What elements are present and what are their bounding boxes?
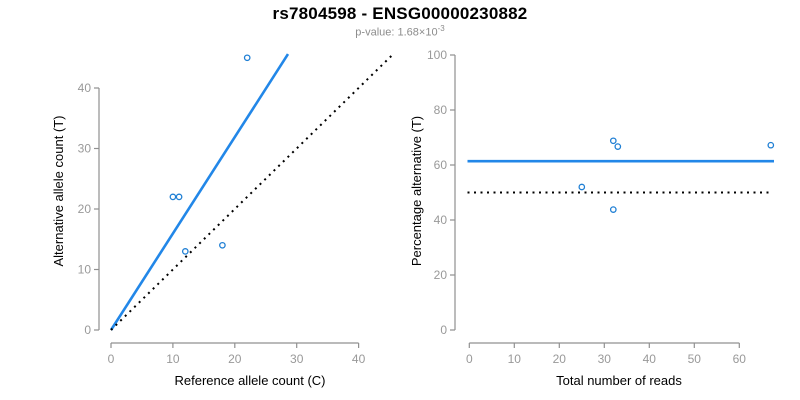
x-tick-label: 30 [290, 352, 304, 366]
y-tick-label: 20 [434, 268, 448, 282]
x-tick-label: 10 [508, 352, 522, 366]
x-axis-title: Reference allele count (C) [174, 373, 325, 388]
y-tick-label: 20 [78, 202, 92, 216]
y-axis-title: Alternative allele count (T) [51, 115, 66, 266]
data-point [609, 137, 617, 145]
y-tick-label: 0 [440, 323, 447, 337]
data-point [614, 143, 622, 150]
data-point [181, 248, 189, 255]
data-point [169, 193, 177, 201]
y-tick-label: 10 [78, 263, 92, 277]
x-tick-label: 0 [108, 352, 115, 366]
data-point [609, 206, 617, 213]
data-point [243, 54, 251, 62]
x-tick-label: 30 [598, 352, 612, 366]
identity-line [110, 54, 393, 331]
plot-title: rs7804598 - ENSG00000230882 [272, 4, 528, 23]
x-tick-label: 50 [688, 352, 702, 366]
plot-subtitle: p-value: 1.68×10-3 [0, 24, 800, 39]
x-tick-label: 20 [553, 352, 567, 366]
y-tick-label: 30 [78, 142, 92, 156]
pvalue-text: p-value: 1.68×10 [355, 26, 438, 39]
x-tick-label: 60 [733, 352, 747, 366]
y-tick-label: 60 [434, 158, 448, 172]
x-tick-label: 10 [166, 352, 180, 366]
pvalue-exponent: -3 [437, 24, 445, 33]
y-tick-label: 100 [427, 48, 447, 62]
left-scatter-plot: 0 10 20 30 40 0 10 20 30 40 Reference allele count… [51, 53, 393, 388]
y-tick-label: 40 [78, 81, 92, 95]
y-tick-label: 40 [434, 213, 448, 227]
fitted-ratio-line [109, 53, 290, 331]
data-point [767, 141, 775, 149]
x-axis-title: Total number of reads [556, 373, 682, 388]
data-point [175, 193, 183, 201]
y-tick-label: 80 [434, 103, 448, 117]
data-point [219, 241, 226, 249]
x-tick-label: 0 [466, 352, 473, 366]
x-tick-label: 40 [643, 352, 657, 366]
data-point [578, 183, 586, 191]
x-tick-label: 20 [228, 352, 242, 366]
y-tick-label: 0 [84, 323, 91, 337]
x-tick-label: 40 [352, 352, 366, 366]
right-scatter-plot: 0 20 40 60 80 100 0 10 20 30 40 50 60 Total number of… [409, 48, 775, 388]
y-axis-title: Percentage alternative (T) [409, 116, 424, 266]
